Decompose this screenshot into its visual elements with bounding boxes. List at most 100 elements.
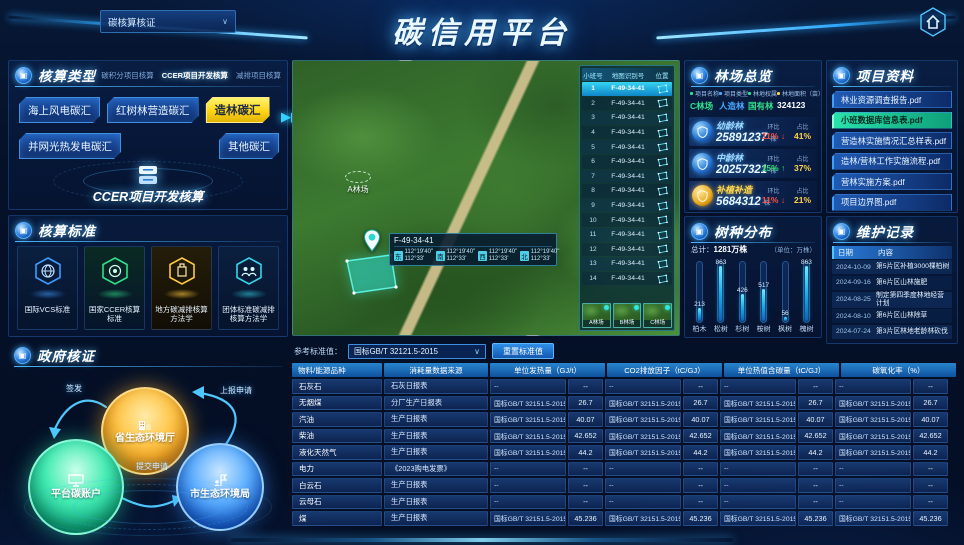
standard-select[interactable]: 国标GB/T 32151.5-2015...	[835, 445, 911, 460]
forest-thumbnail[interactable]: C林场	[643, 303, 673, 328]
standard-select[interactable]: 国标GB/T 32151.5-2015...∨	[835, 395, 911, 410]
document-link[interactable]: 营造林实施情况汇总样表.pdf	[832, 132, 952, 149]
meta-area: 林地面积（亩） 324123	[777, 92, 825, 110]
panel-title: 项目资料	[856, 69, 914, 84]
standard-select[interactable]: --	[720, 494, 796, 509]
bar-column: 56	[777, 261, 794, 323]
standard-select[interactable]: 国标GB/T 32151.5-2015...	[490, 412, 566, 427]
standard-select[interactable]: 国标GB/T 32151.5-2015...	[835, 511, 911, 526]
plot-list-row[interactable]: 11 F-49-34-41	[582, 227, 672, 242]
standard-select[interactable]: --	[490, 478, 566, 493]
standard-select[interactable]: --	[835, 478, 911, 493]
standard-select[interactable]: 国标GB/T 32151.5-2015...∨	[720, 395, 796, 410]
status-dot	[603, 305, 609, 310]
plot-list-row[interactable]: 2 F-49-34-41	[582, 96, 672, 111]
polygon-icon	[652, 201, 672, 211]
plot-list-row[interactable]: 9 F-49-34-41	[582, 198, 672, 213]
forest-thumbnail[interactable]: A林场	[582, 303, 611, 328]
plot-list-row[interactable]: 3 F-49-34-41	[582, 111, 672, 125]
plot-list-row[interactable]: 4 F-49-34-41	[582, 125, 672, 140]
bar-category-label: 松树	[713, 326, 728, 333]
standard-select[interactable]: 国标GB/T 32151.5-2015...	[835, 428, 911, 443]
plot-list-row[interactable]: 13 F-49-34-41	[582, 257, 672, 271]
standard-select[interactable]: --	[490, 494, 566, 509]
standard-select[interactable]: 国标GB/T 32151.5-2015...	[835, 412, 911, 427]
shield-icon	[692, 185, 713, 206]
standard-select[interactable]: --	[835, 461, 911, 476]
plot-list-row[interactable]: 6 F-49-34-41	[582, 154, 672, 169]
standard-select[interactable]: 国标GB/T 32151.5-2015...	[605, 412, 681, 427]
table-row: 电力 《2023购电发票》 -- -- -- -- -- -- -- --	[292, 461, 958, 476]
standard-select[interactable]: 国标GB/T 32151.5-2015...	[720, 511, 796, 526]
standard-select[interactable]: --	[605, 461, 681, 476]
standard-select[interactable]: 国标GB/T 32151.5-2015...	[490, 428, 566, 443]
tab-carbon-points[interactable]: 碳积分项目核算	[101, 71, 154, 80]
type-button-csp[interactable]: 并网光热发电碳汇	[19, 133, 121, 159]
standard-select[interactable]: 国标GB/T 32151.5-2015...∨	[490, 395, 566, 410]
type-button-other[interactable]: 其他碳汇	[219, 133, 279, 159]
bar-category-label: 桉树	[756, 326, 771, 333]
maintenance-header: 日期 内容	[832, 246, 952, 259]
standard-select[interactable]: 国标GB/T 32151.5-2015...∨	[605, 395, 681, 410]
reset-standard-button[interactable]: 重置标准值	[492, 343, 554, 359]
standard-select[interactable]: --	[720, 379, 796, 394]
standard-select[interactable]: --	[835, 379, 911, 394]
standard-select[interactable]: 国标GB/T 32151.5-2015...	[490, 511, 566, 526]
standard-card-local[interactable]: 地方碳减排核算方法学	[151, 246, 212, 330]
plot-list-row[interactable]: 7 F-49-34-41	[582, 169, 672, 184]
bar-fill	[762, 288, 766, 321]
plot-list-row[interactable]: 10 F-49-34-41	[582, 213, 672, 227]
standard-select[interactable]: 国标GB/T 32151.5-2015...	[720, 445, 796, 460]
tab-emission-reduction[interactable]: 减排项目核算	[236, 71, 281, 80]
standard-select[interactable]: --	[835, 494, 911, 509]
direction-tag: 西	[478, 250, 487, 261]
standard-select[interactable]: --	[490, 379, 566, 394]
standard-select[interactable]: 国标GB/T 32151.5-2015...	[605, 428, 681, 443]
standard-select[interactable]: --	[720, 478, 796, 493]
tree-icon: ▣	[691, 66, 708, 84]
bar-column: 863	[798, 259, 815, 323]
standard-select[interactable]: --	[605, 494, 681, 509]
bar-fill	[719, 266, 723, 321]
document-link[interactable]: 造林/营林工作实施流程.pdf	[832, 152, 952, 170]
document-link[interactable]: 营林实施方案.pdf	[832, 173, 952, 190]
ccer-development-button[interactable]: CCER项目开发核算	[92, 190, 204, 204]
document-link[interactable]: 林业资源调查报告.pdf	[832, 91, 952, 108]
plot-list-row[interactable]: 12 F-49-34-41	[582, 242, 672, 257]
standard-select[interactable]: --	[605, 478, 681, 493]
standard-select[interactable]: 国标GB/T 32151.5-2015...	[605, 445, 681, 460]
standard-select[interactable]: --	[490, 461, 566, 476]
selected-plot-polygon[interactable]	[341, 251, 399, 295]
mode-selector-dropdown[interactable]: 碳核算核证 ∨	[100, 10, 236, 33]
document-link[interactable]: 项目边界图.pdf	[832, 193, 952, 211]
type-button-mangrove[interactable]: 红树林营造碳汇	[107, 97, 199, 123]
plot-list-row[interactable]: 8 F-49-34-41	[582, 184, 672, 198]
reference-standard-dropdown[interactable]: 国标GB/T 32121.5-2015 ∨	[348, 343, 486, 359]
document-link[interactable]: 小班数据库信息表.pdf	[832, 111, 952, 129]
home-button[interactable]	[918, 7, 948, 37]
standard-card-group[interactable]: 团体标准碳减排核算方法学	[218, 246, 279, 330]
shield-icon	[692, 121, 713, 142]
standard-select[interactable]: 国标GB/T 32151.5-2015...	[720, 428, 796, 443]
plot-list-row[interactable]: 5 F-49-34-41	[582, 140, 672, 154]
maintenance-row: 2024-08-10 第6片区山林除草	[832, 309, 952, 324]
standard-card-vcs[interactable]: 国际VCS标准	[17, 246, 78, 330]
plot-tooltip: F-49-34-41 东 112°19'40" 112°33' 南 112°19'…	[389, 233, 559, 266]
satellite-map[interactable]: A林场 F-49-34-41 东 112°19'40" 112°33'	[292, 60, 680, 336]
gov-node-province[interactable]: 省生态环境厅	[101, 387, 189, 475]
standard-select[interactable]: 国标GB/T 32151.5-2015...	[490, 445, 566, 460]
maintenance-row: 2024-08-25 制定第四季度林地经营计划	[832, 291, 952, 308]
tab-ccer-development[interactable]: CCER项目开发核算	[161, 71, 228, 80]
plot-list-row[interactable]: 14 F-49-34-41	[582, 271, 672, 286]
forest-thumbnail[interactable]: B林场	[612, 303, 642, 328]
standard-select[interactable]: 国标GB/T 32151.5-2015...	[605, 511, 681, 526]
dashed-circle-icon	[345, 171, 371, 183]
standard-select[interactable]: --	[720, 461, 796, 476]
standard-select[interactable]: 国标GB/T 32151.5-2015...	[720, 412, 796, 427]
standard-select[interactable]: --	[605, 379, 681, 394]
panel-farm-overview: ▣ 林场总览 项目名称 C林场 项目类型 人造林 林地权属 国有林 林地面积（亩…	[684, 60, 825, 213]
plot-list-row[interactable]: 1 F-49-34-41	[582, 82, 672, 96]
standard-card-ccer[interactable]: 国家CCER核算标准	[84, 246, 145, 330]
type-button-afforestation[interactable]: 造林碳汇	[206, 97, 270, 123]
type-button-offshore-wind[interactable]: 海上风电碳汇	[19, 97, 100, 123]
